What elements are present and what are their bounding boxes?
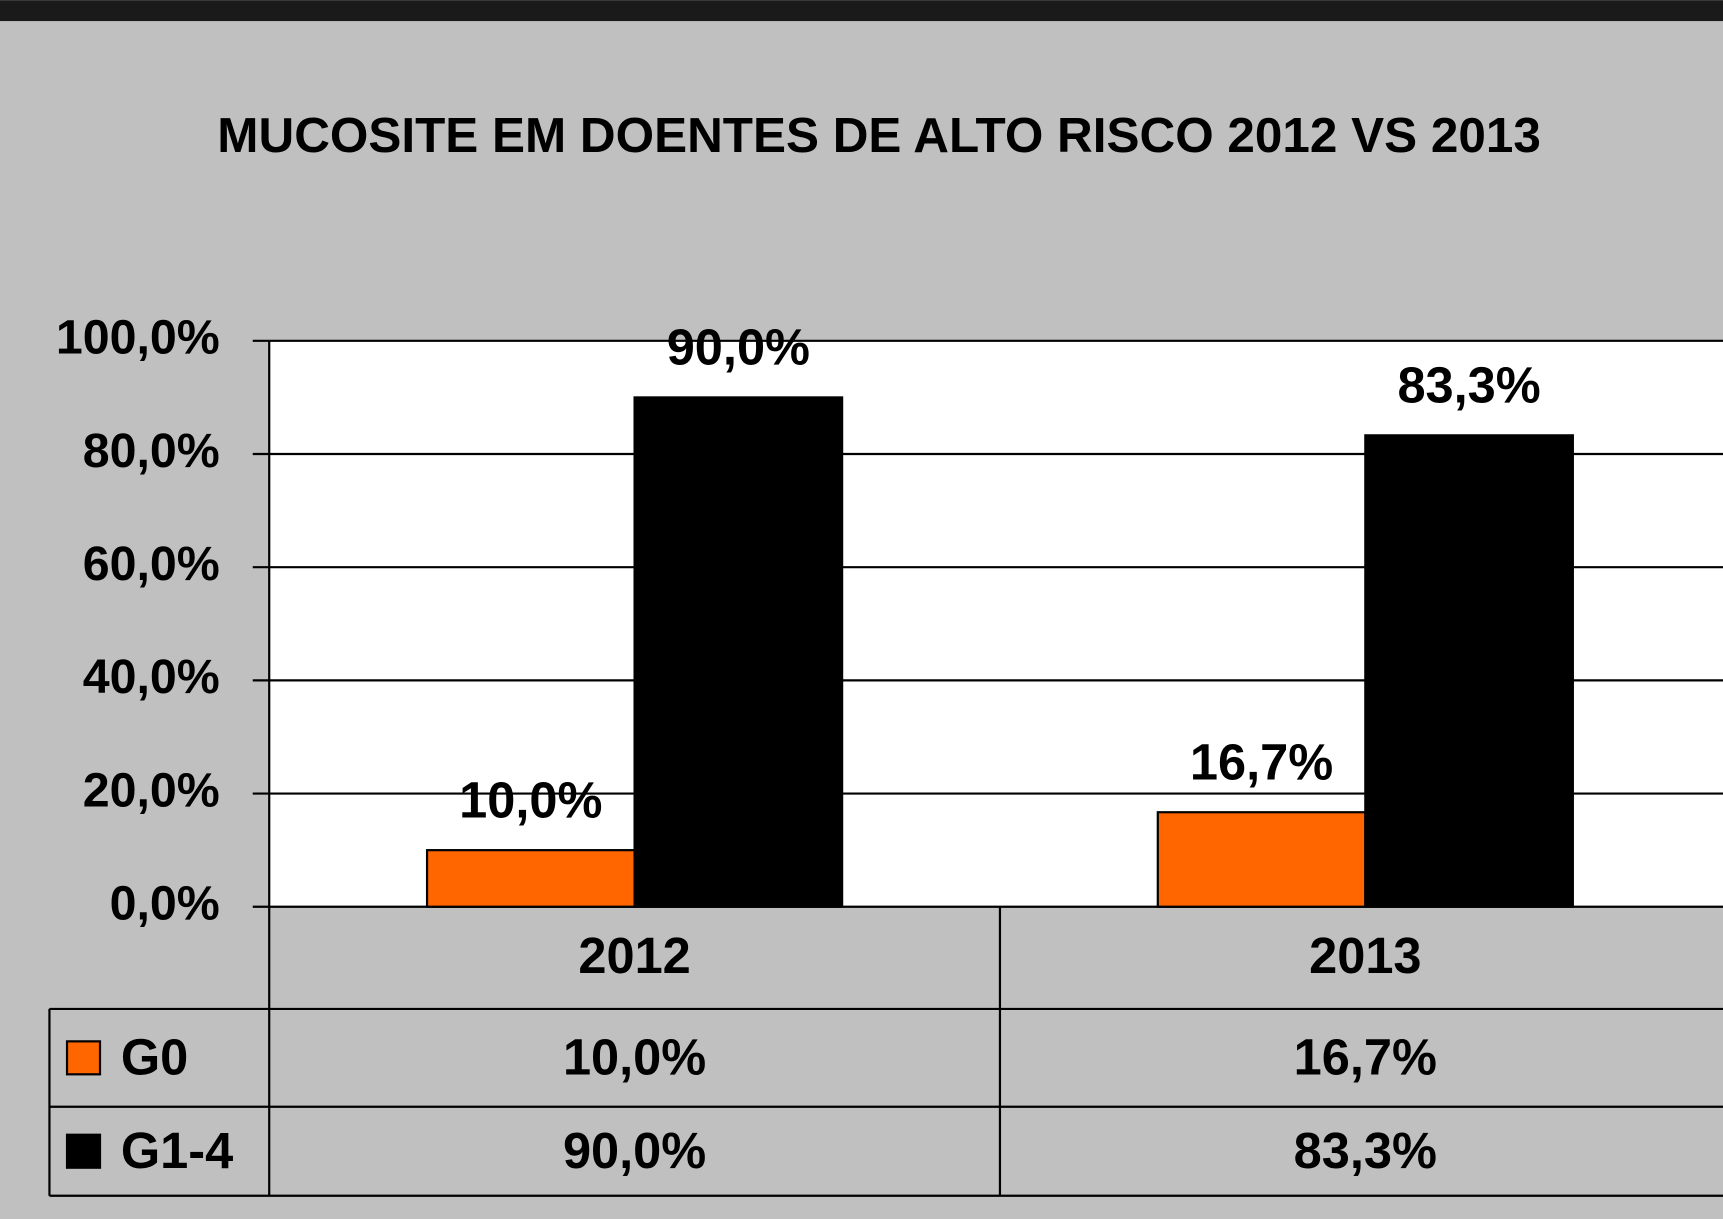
table-cell: 90,0% <box>563 1122 706 1179</box>
bar <box>425 849 636 908</box>
bar <box>633 396 844 908</box>
legend-swatch <box>65 1133 102 1169</box>
legend-label: G0 <box>121 1028 188 1085</box>
y-tick-label: 0,0% <box>110 877 220 931</box>
y-tick-label: 60,0% <box>83 537 220 591</box>
bar <box>1364 434 1574 908</box>
chart-title: MUCOSITE EM DOENTES DE ALTO RISCO 2012 V… <box>217 106 1541 163</box>
top-bar <box>0 0 1723 22</box>
legend-label: G1-4 <box>121 1122 233 1179</box>
data-label: 16,7% <box>1190 733 1333 790</box>
x-tick-label: 2012 <box>578 927 690 984</box>
legend-swatch <box>65 1040 102 1076</box>
y-tick-label: 20,0% <box>83 763 220 817</box>
data-label: 83,3% <box>1397 357 1540 414</box>
x-tick-label: 2013 <box>1309 927 1421 984</box>
table-cell: 10,0% <box>563 1028 706 1085</box>
bar <box>1156 811 1367 908</box>
data-label: 10,0% <box>459 771 602 828</box>
data-label: 90,0% <box>667 319 810 376</box>
table-cell: 16,7% <box>1294 1028 1437 1085</box>
y-tick-label: 80,0% <box>83 424 220 478</box>
y-tick-label: 40,0% <box>83 650 220 704</box>
y-tick-label: 100,0% <box>56 311 220 365</box>
title-box: MUCOSITE EM DOENTES DE ALTO RISCO 2012 V… <box>217 106 1541 163</box>
table-cell: 83,3% <box>1294 1122 1437 1179</box>
